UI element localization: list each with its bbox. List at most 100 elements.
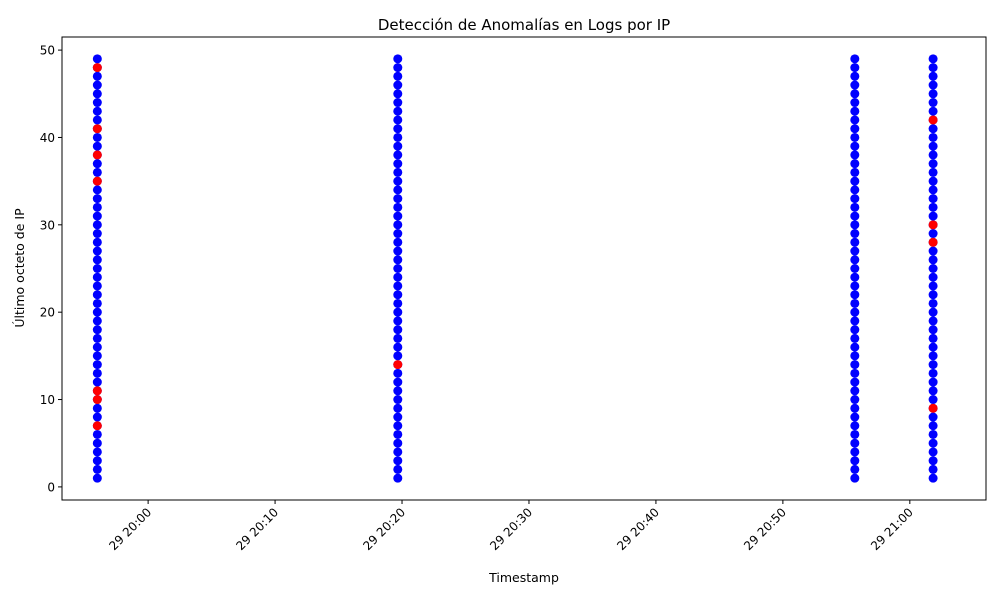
normal-point: [393, 141, 403, 151]
normal-point: [928, 307, 938, 317]
normal-point: [393, 176, 403, 186]
normal-point: [850, 395, 860, 405]
normal-point: [393, 63, 403, 73]
normal-point: [928, 342, 938, 352]
normal-point: [850, 333, 860, 343]
normal-point: [928, 80, 938, 90]
normal-point: [928, 63, 938, 73]
normal-point: [92, 316, 102, 326]
normal-point: [850, 106, 860, 116]
normal-point: [393, 246, 403, 256]
normal-point: [393, 429, 403, 439]
normal-point: [928, 412, 938, 422]
normal-point: [850, 368, 860, 378]
normal-point: [92, 351, 102, 361]
normal-point: [92, 237, 102, 247]
normal-point: [393, 421, 403, 431]
normal-point: [928, 281, 938, 291]
anomaly-point: [92, 176, 102, 186]
normal-point: [92, 377, 102, 387]
normal-point: [393, 298, 403, 308]
normal-point: [850, 211, 860, 221]
normal-point: [928, 255, 938, 265]
normal-point: [393, 106, 403, 116]
normal-point: [850, 124, 860, 134]
normal-point: [928, 202, 938, 212]
normal-point: [928, 464, 938, 474]
normal-point: [928, 473, 938, 483]
normal-point: [850, 386, 860, 396]
normal-point: [92, 325, 102, 335]
normal-point: [92, 281, 102, 291]
normal-point: [92, 368, 102, 378]
normal-point: [92, 54, 102, 64]
normal-point: [92, 272, 102, 282]
normal-point: [928, 246, 938, 256]
normal-point: [928, 71, 938, 81]
normal-point: [92, 106, 102, 116]
normal-point: [850, 98, 860, 108]
y-tick-label: 20: [40, 306, 55, 320]
normal-point: [850, 342, 860, 352]
normal-point: [393, 124, 403, 134]
normal-point: [850, 237, 860, 247]
normal-point: [393, 403, 403, 413]
normal-point: [92, 333, 102, 343]
normal-point: [850, 272, 860, 282]
normal-point: [393, 89, 403, 99]
normal-point: [928, 141, 938, 151]
normal-point: [928, 421, 938, 431]
normal-point: [850, 351, 860, 361]
normal-point: [850, 246, 860, 256]
normal-point: [92, 438, 102, 448]
normal-point: [850, 159, 860, 169]
y-tick-label: 40: [40, 131, 55, 145]
normal-point: [850, 429, 860, 439]
normal-point: [393, 377, 403, 387]
y-axis-label: Último octeto de IP: [12, 208, 27, 328]
normal-point: [928, 377, 938, 387]
normal-point: [92, 141, 102, 151]
normal-point: [850, 132, 860, 142]
normal-point: [928, 176, 938, 186]
normal-point: [850, 316, 860, 326]
normal-point: [393, 290, 403, 300]
normal-point: [92, 464, 102, 474]
normal-point: [393, 132, 403, 142]
normal-point: [393, 71, 403, 81]
normal-point: [393, 54, 403, 64]
normal-point: [850, 464, 860, 474]
normal-point: [92, 412, 102, 422]
normal-point: [393, 159, 403, 169]
normal-point: [92, 429, 102, 439]
normal-point: [92, 473, 102, 483]
normal-point: [850, 80, 860, 90]
chart-title: Detección de Anomalías en Logs por IP: [378, 16, 670, 34]
x-axis-ticks: 29 20:00 29 20:10 29 20:20 29 20:30 29 20:40…: [106, 500, 916, 553]
normal-point: [850, 412, 860, 422]
normal-point: [850, 298, 860, 308]
normal-point: [393, 98, 403, 108]
normal-point: [850, 150, 860, 160]
normal-point: [393, 307, 403, 317]
normal-point: [928, 351, 938, 361]
normal-point: [92, 71, 102, 81]
normal-point: [928, 211, 938, 221]
normal-point: [850, 403, 860, 413]
normal-point: [928, 264, 938, 273]
normal-point: [92, 229, 102, 239]
x-axis-label: Timestamp: [488, 570, 559, 585]
normal-point: [393, 237, 403, 247]
normal-point: [393, 333, 403, 343]
normal-point: [393, 473, 403, 483]
normal-point: [850, 185, 860, 195]
normal-point: [928, 325, 938, 335]
anomaly-point: [92, 150, 102, 160]
normal-point: [393, 194, 403, 204]
normal-point: [928, 229, 938, 239]
normal-point: [928, 368, 938, 378]
normal-point: [92, 167, 102, 177]
normal-point: [92, 115, 102, 125]
anomaly-point: [92, 63, 102, 73]
normal-point: [92, 185, 102, 195]
